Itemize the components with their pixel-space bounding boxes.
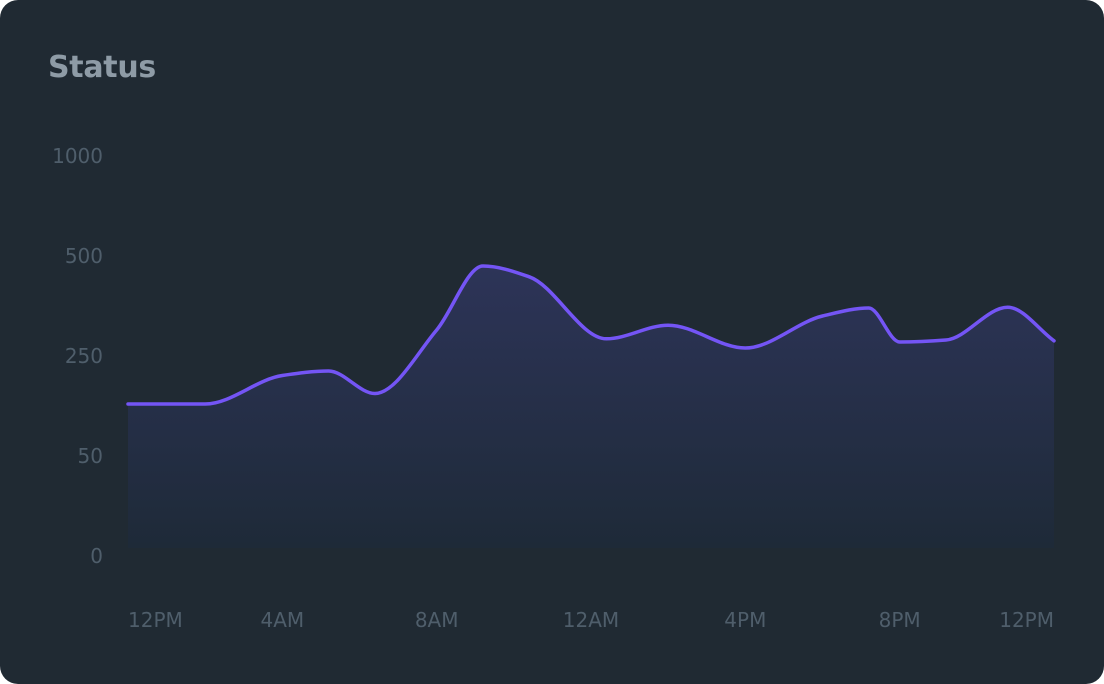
y-tick-label: 500 <box>65 244 103 268</box>
y-tick-label: 250 <box>65 344 103 368</box>
x-tick-label: 12PM <box>128 608 183 632</box>
x-axis: 12PM 4AM 8AM 12AM 4PM 8PM 12PM <box>128 608 1054 632</box>
series-area-fill <box>128 266 1054 548</box>
x-tick-label: 4AM <box>260 608 304 632</box>
chart-title: Status <box>48 50 156 85</box>
x-tick-label: 12PM <box>999 608 1054 632</box>
x-tick-label: 4PM <box>724 608 766 632</box>
y-tick-label: 1000 <box>52 144 103 168</box>
x-tick-label: 8PM <box>879 608 921 632</box>
y-tick-label: 0 <box>90 544 103 568</box>
x-tick-label: 12AM <box>563 608 619 632</box>
x-tick-label: 8AM <box>415 608 459 632</box>
plot-area <box>126 264 1056 548</box>
y-tick-label: 50 <box>78 444 103 468</box>
series-line <box>126 264 1056 406</box>
